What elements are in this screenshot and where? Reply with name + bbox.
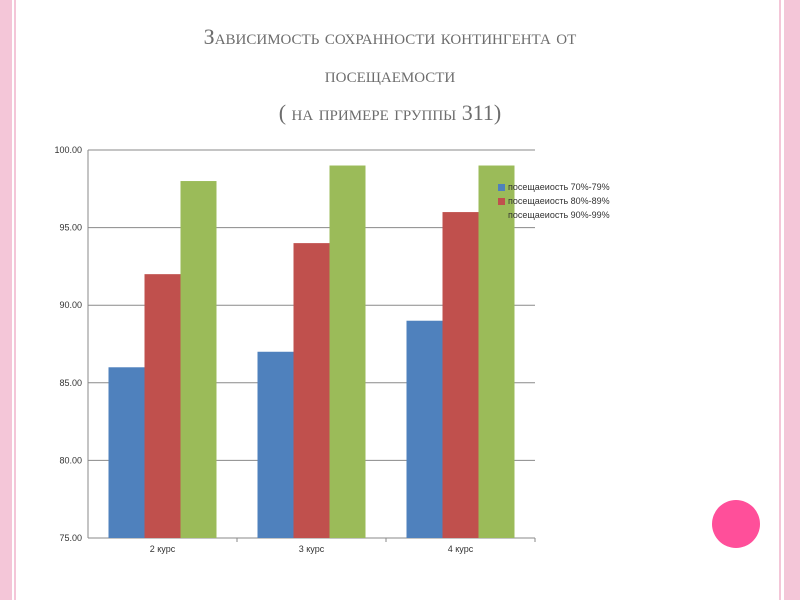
left-border-line (14, 0, 16, 600)
legend-swatch (498, 198, 505, 205)
bar (442, 212, 479, 538)
bar (180, 181, 217, 539)
slide-title: Зависимость сохранности контингента от п… (20, 18, 760, 132)
right-border-stripe (784, 0, 800, 600)
bar (406, 320, 443, 538)
bar (293, 243, 330, 538)
legend-label: посещаеиость 80%-89% (508, 196, 610, 206)
y-tick-label: 75.00 (59, 533, 82, 543)
bar (329, 165, 366, 538)
y-tick-label: 95.00 (59, 223, 82, 233)
title-line-1: Зависимость сохранности контингента от (203, 24, 577, 49)
bar (108, 367, 145, 538)
legend-swatch (498, 184, 505, 191)
legend-label: посещаеиость 90%-99% (508, 210, 610, 220)
title-line-3: ( на примере группы 311) (278, 100, 502, 125)
x-tick-label: 3 курс (299, 544, 325, 554)
legend-label: посещаеиость 70%-79% (508, 182, 610, 192)
bar (478, 165, 515, 538)
bar (257, 351, 294, 538)
bar (144, 274, 181, 538)
left-border-stripe (0, 0, 12, 600)
y-tick-label: 90.00 (59, 300, 82, 310)
x-tick-label: 4 курс (448, 544, 474, 554)
title-line-2: посещаемости (324, 62, 456, 87)
legend-swatch (498, 212, 505, 219)
y-tick-label: 85.00 (59, 378, 82, 388)
y-tick-label: 80.00 (59, 455, 82, 465)
decorative-circle (712, 500, 760, 548)
y-tick-label: 100.00 (54, 145, 82, 155)
right-border-line (779, 0, 781, 600)
x-tick-label: 2 курс (150, 544, 176, 554)
